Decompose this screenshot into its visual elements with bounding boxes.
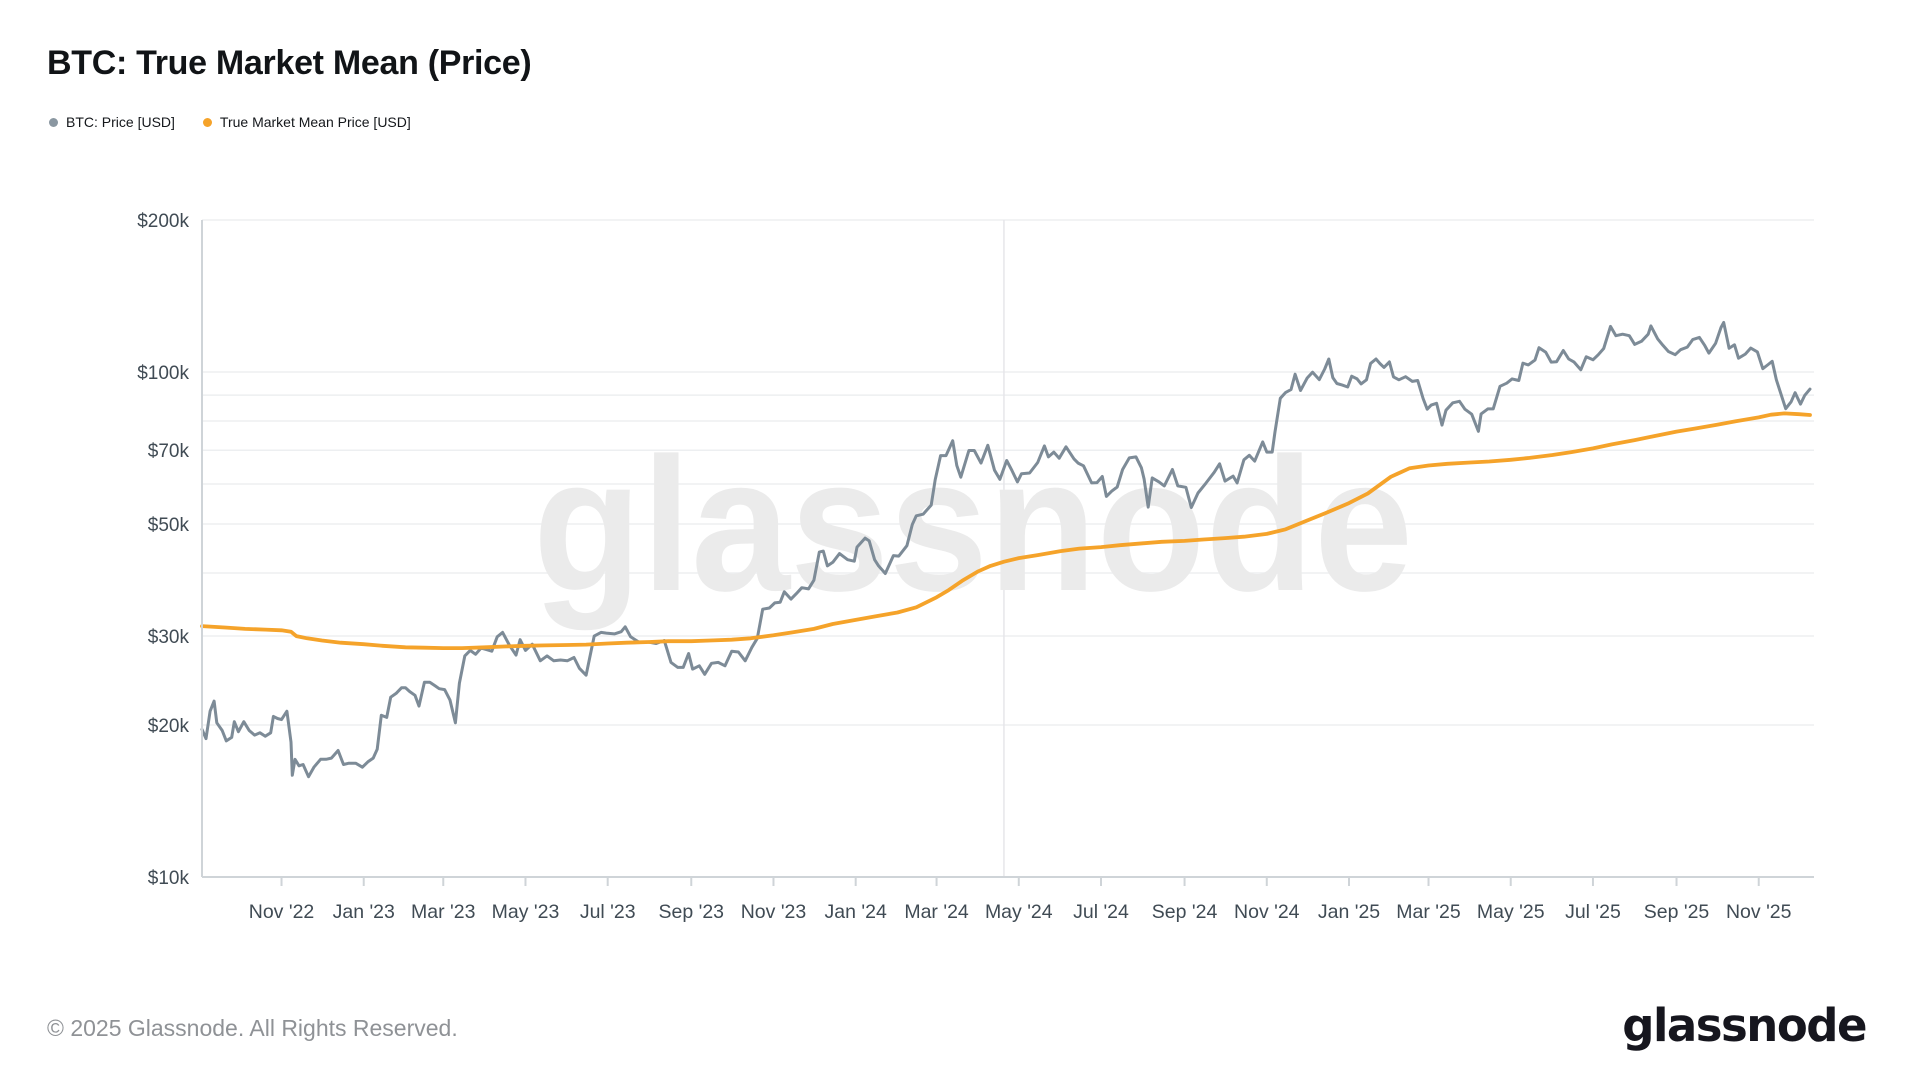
legend-item-btc-price[interactable]: BTC: Price [USD] — [49, 114, 175, 130]
x-axis-label: May '24 — [985, 901, 1053, 923]
x-axis-label: Jan '24 — [825, 901, 887, 923]
y-axis-label: $10k — [148, 868, 190, 889]
y-axis-label: $200k — [137, 211, 189, 232]
glassnode-logo: glassnode — [1622, 999, 1867, 1052]
true-market-mean-dot-icon — [202, 117, 212, 127]
x-axis-label: Mar '24 — [904, 901, 969, 923]
x-axis-label: Nov '24 — [1234, 901, 1300, 923]
x-axis-label: Jan '23 — [333, 901, 395, 923]
page-title: BTC: True Market Mean (Price) — [47, 44, 532, 82]
x-axis-label: May '23 — [492, 901, 560, 923]
true-market-mean-line — [200, 411, 1812, 650]
copyright-text: © 2025 Glassnode. All Rights Reserved. — [47, 1015, 458, 1041]
x-axis-label: Jul '24 — [1073, 901, 1129, 923]
y-axis-label: $70k — [148, 441, 190, 462]
glassnode-watermark: glassnode — [533, 419, 1413, 631]
x-axis-label: Jan '25 — [1318, 901, 1380, 923]
x-axis-label: Sep '25 — [1644, 901, 1710, 923]
x-axis-label: Nov '22 — [249, 901, 315, 923]
y-axis-label: $100k — [137, 363, 189, 384]
x-axis-label: Jul '23 — [580, 901, 636, 923]
x-axis-label: Jul '25 — [1565, 901, 1621, 923]
y-axis-label: $20k — [148, 716, 190, 737]
btc-price-dot-icon — [49, 117, 58, 127]
legend-item-label: True Market Mean Price [USD] — [219, 114, 411, 130]
y-axis-label: $50k — [148, 515, 190, 536]
x-axis-label: Nov '25 — [1726, 901, 1792, 923]
x-axis-label: Mar '23 — [411, 901, 475, 923]
legend-item-true-market-mean[interactable]: True Market Mean Price [USD] — [202, 114, 411, 130]
legend-item-label: BTC: Price [USD] — [66, 114, 175, 130]
chart-legend: BTC: Price [USD] True Market Mean Price … — [49, 114, 411, 130]
x-axis-label: Sep '23 — [658, 901, 724, 923]
btc-price-line — [200, 321, 1812, 779]
x-axis-label: Mar '25 — [1396, 901, 1461, 923]
x-axis-label: May '25 — [1477, 901, 1545, 923]
x-axis-label: Sep '24 — [1152, 901, 1218, 923]
y-axis-label: $30k — [148, 627, 190, 648]
x-axis-label: Nov '23 — [741, 901, 807, 923]
